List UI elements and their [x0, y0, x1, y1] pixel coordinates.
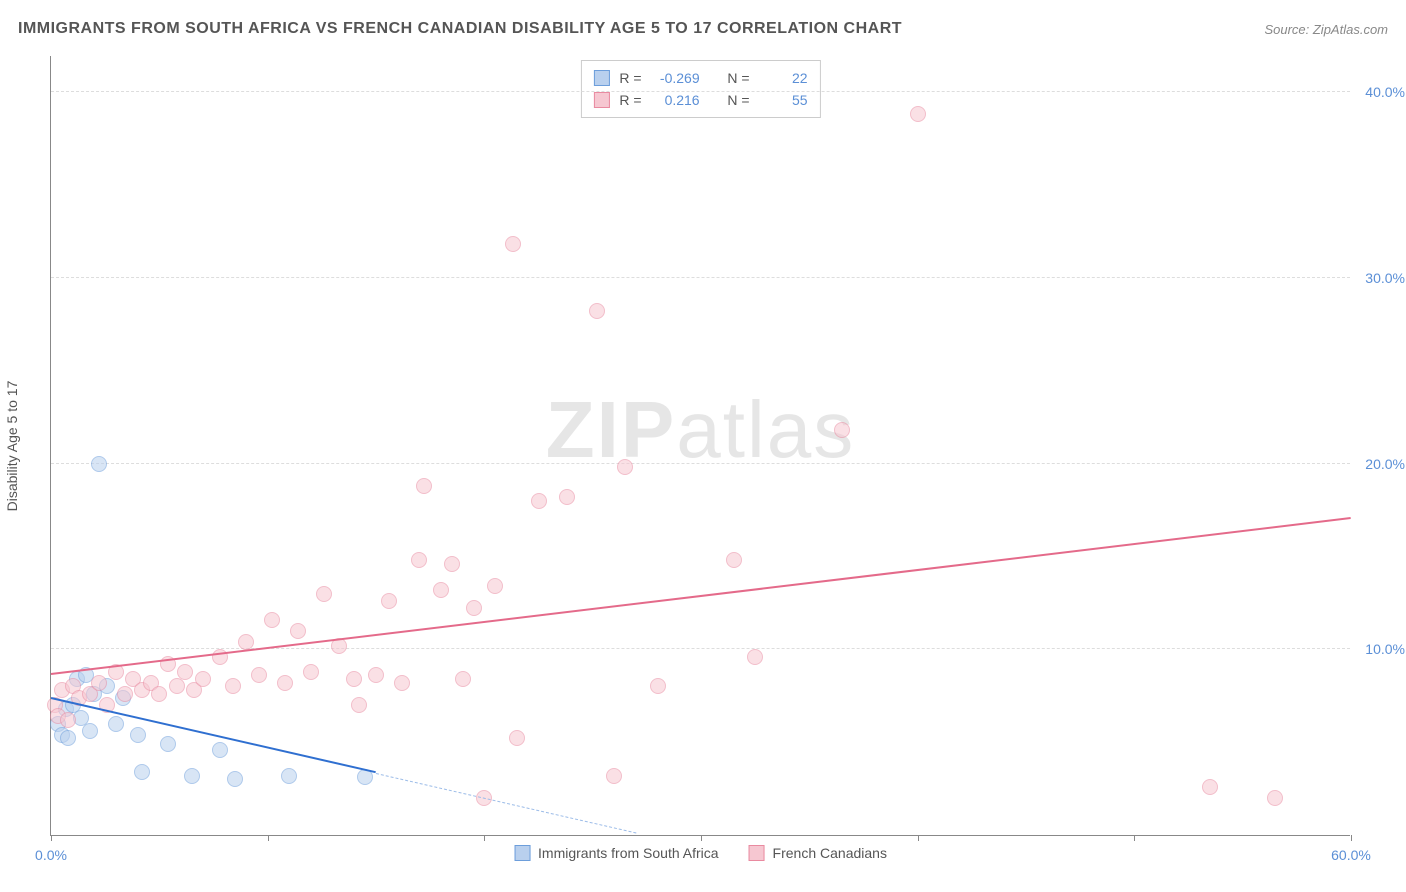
data-point-series-0	[281, 768, 297, 784]
legend-item-series-1: French Canadians	[749, 845, 887, 861]
data-point-series-1	[117, 686, 133, 702]
data-point-series-1	[650, 678, 666, 694]
data-point-series-0	[91, 456, 107, 472]
trend-line-extrapolated	[376, 773, 636, 833]
data-point-series-0	[134, 764, 150, 780]
stats-legend: R = -0.269 N = 22 R = 0.216 N = 55	[580, 60, 820, 118]
legend-swatch-icon	[514, 845, 530, 861]
data-point-series-1	[834, 422, 850, 438]
data-point-series-1	[316, 586, 332, 602]
gridline	[51, 463, 1350, 464]
trend-line	[51, 517, 1351, 675]
data-point-series-1	[1202, 779, 1218, 795]
data-point-series-0	[60, 730, 76, 746]
x-tick	[1134, 835, 1135, 841]
data-point-series-1	[466, 600, 482, 616]
data-point-series-1	[169, 678, 185, 694]
data-point-series-1	[411, 552, 427, 568]
data-point-series-1	[1267, 790, 1283, 806]
data-point-series-1	[394, 675, 410, 691]
x-tick	[701, 835, 702, 841]
gridline	[51, 277, 1350, 278]
data-point-series-1	[910, 106, 926, 122]
data-point-series-0	[108, 716, 124, 732]
x-tick-label: 0.0%	[35, 847, 67, 863]
data-point-series-1	[60, 712, 76, 728]
y-axis-label: Disability Age 5 to 17	[4, 381, 20, 512]
gridline	[51, 91, 1350, 92]
data-point-series-1	[195, 671, 211, 687]
data-point-series-0	[160, 736, 176, 752]
x-tick	[268, 835, 269, 841]
data-point-series-1	[559, 489, 575, 505]
data-point-series-0	[130, 727, 146, 743]
legend-item-series-0: Immigrants from South Africa	[514, 845, 719, 861]
source-label: Source: ZipAtlas.com	[1264, 22, 1388, 37]
data-point-series-1	[346, 671, 362, 687]
data-point-series-1	[531, 493, 547, 509]
data-point-series-1	[589, 303, 605, 319]
data-point-series-1	[177, 664, 193, 680]
stats-row-series-0: R = -0.269 N = 22	[593, 67, 807, 89]
y-tick-label: 40.0%	[1365, 84, 1405, 100]
x-tick	[1351, 835, 1352, 841]
title-bar: IMMIGRANTS FROM SOUTH AFRICA VS FRENCH C…	[18, 20, 1388, 38]
x-tick	[51, 835, 52, 841]
data-point-series-1	[617, 459, 633, 475]
data-point-series-1	[487, 578, 503, 594]
data-point-series-1	[151, 686, 167, 702]
bottom-legend: Immigrants from South Africa French Cana…	[514, 845, 887, 861]
data-point-series-1	[225, 678, 241, 694]
data-point-series-1	[264, 612, 280, 628]
data-point-series-1	[290, 623, 306, 639]
data-point-series-0	[82, 723, 98, 739]
data-point-series-1	[303, 664, 319, 680]
data-point-series-1	[416, 478, 432, 494]
data-point-series-1	[606, 768, 622, 784]
data-point-series-1	[444, 556, 460, 572]
data-point-series-1	[238, 634, 254, 650]
stats-row-series-1: R = 0.216 N = 55	[593, 89, 807, 111]
y-tick-label: 20.0%	[1365, 456, 1405, 472]
data-point-series-1	[726, 552, 742, 568]
data-point-series-1	[505, 236, 521, 252]
data-point-series-1	[455, 671, 471, 687]
data-point-series-0	[227, 771, 243, 787]
data-point-series-1	[351, 697, 367, 713]
y-tick-label: 30.0%	[1365, 270, 1405, 286]
data-point-series-1	[251, 667, 267, 683]
data-point-series-1	[368, 667, 384, 683]
data-point-series-1	[381, 593, 397, 609]
legend-swatch-icon	[749, 845, 765, 861]
trend-line	[51, 697, 376, 773]
data-point-series-1	[433, 582, 449, 598]
data-point-series-1	[509, 730, 525, 746]
data-point-series-1	[747, 649, 763, 665]
data-point-series-0	[184, 768, 200, 784]
scatter-plot: ZIPatlas R = -0.269 N = 22 R = 0.216 N =…	[50, 56, 1350, 836]
chart-title: IMMIGRANTS FROM SOUTH AFRICA VS FRENCH C…	[18, 20, 902, 38]
x-tick	[484, 835, 485, 841]
x-tick	[918, 835, 919, 841]
data-point-series-1	[277, 675, 293, 691]
y-tick-label: 10.0%	[1365, 641, 1405, 657]
legend-swatch-icon	[593, 70, 609, 86]
x-tick-label: 60.0%	[1331, 847, 1371, 863]
data-point-series-1	[91, 675, 107, 691]
data-point-series-0	[212, 742, 228, 758]
legend-swatch-icon	[593, 92, 609, 108]
